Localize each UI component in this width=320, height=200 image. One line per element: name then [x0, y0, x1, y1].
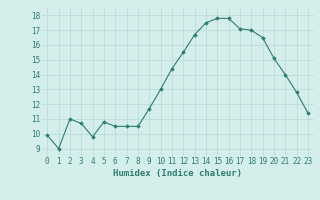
X-axis label: Humidex (Indice chaleur): Humidex (Indice chaleur)	[113, 169, 242, 178]
